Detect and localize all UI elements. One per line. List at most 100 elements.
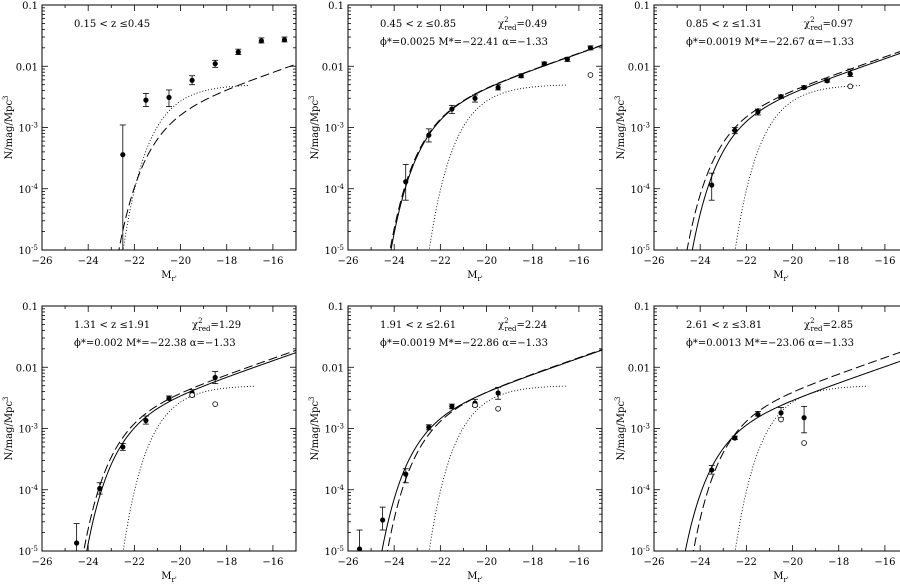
data-point (403, 179, 409, 185)
curves (118, 63, 296, 250)
data-point (778, 410, 784, 416)
y-tick-label: 10-4 (324, 484, 344, 497)
open-data-point (472, 402, 478, 409)
dotted-fit-curve (428, 385, 568, 551)
chi2-label: χ2 red=2.85 (804, 317, 853, 333)
y-tick-label: 0.01 (16, 363, 38, 374)
y-tick-label: 10-5 (630, 545, 650, 558)
y-tick-label: 10-3 (630, 122, 650, 135)
x-axis-label: Mr' (161, 571, 177, 584)
x-tick-label: −18 (216, 557, 237, 568)
x-tick-label: −22 (124, 256, 145, 267)
solid-fit-curve (691, 52, 900, 250)
x-tick-label: −24 (384, 256, 405, 267)
data-point (732, 435, 738, 441)
open-data-point (212, 401, 218, 407)
data-point (166, 395, 172, 402)
data-point (449, 106, 455, 112)
data-point (824, 78, 830, 84)
data-point (120, 152, 126, 158)
open-data-point (801, 440, 807, 446)
x-tick-label: −16 (262, 557, 283, 568)
dashed-fit-curve (389, 44, 602, 250)
y-axis-label: N/mag/Mpc3 (2, 396, 15, 460)
x-tick-label: −18 (216, 256, 237, 267)
y-tick-label: 10-3 (324, 423, 344, 436)
chi2-label: χ2 red=2.24 (498, 317, 547, 333)
redshift-range-label: 1.31 < z ≤1.91 (74, 320, 150, 331)
x-tick-label: −26 (31, 256, 52, 267)
data-point (143, 97, 149, 103)
data-point (258, 38, 264, 44)
x-axis-label: Mr' (773, 571, 789, 584)
x-tick-label: −16 (874, 557, 895, 568)
y-tick-label: 0.1 (328, 302, 344, 313)
data-point (235, 49, 241, 55)
x-tick-label: −26 (337, 256, 358, 267)
solid-fit-curve (684, 360, 900, 551)
curves (686, 51, 900, 250)
y-tick-label: 10-4 (18, 183, 38, 196)
x-tick-label: −26 (337, 557, 358, 568)
solid-fit-curve (86, 352, 296, 551)
dashed-fit-curve (83, 349, 296, 551)
data-point (495, 84, 501, 91)
curves (83, 349, 296, 551)
x-tick-label: −24 (690, 557, 711, 568)
open-data-point (847, 83, 854, 90)
x-tick-label: −16 (874, 256, 895, 267)
data-point (709, 467, 715, 473)
x-tick-label: −22 (430, 256, 451, 267)
schechter-params-label: ϕ*=0.002 M*=−22.38 α=−1.33 (74, 338, 236, 349)
x-tick-label: −16 (568, 557, 589, 568)
x-tick-label: −24 (78, 557, 99, 568)
data-point (449, 403, 455, 409)
data-point (120, 444, 126, 450)
panel-5: −26 −24 −22 −20 −18 −16 0.1 0.01 10-3 10-4 10-5 Mr'… (308, 302, 603, 584)
dashed-fit-curve (692, 351, 900, 551)
chi2-label: χ2 red=0.97 (804, 16, 853, 32)
data-point (755, 109, 761, 115)
schechter-params-label: ϕ*=0.0019 M*=−22.86 α=−1.33 (380, 338, 548, 349)
y-tick-label: 10-4 (630, 183, 650, 196)
x-tick-label: −26 (643, 256, 664, 267)
x-tick-label: −18 (522, 256, 543, 267)
y-axis-label: N/mag/Mpc3 (2, 95, 15, 159)
x-tick-label: −18 (828, 557, 849, 568)
data-point (143, 417, 149, 424)
data-point (356, 546, 363, 552)
dashed-fit-curve (686, 51, 900, 250)
data-point (426, 132, 432, 138)
y-tick-label: 10-5 (18, 545, 38, 558)
y-tick-label: 0.01 (628, 363, 650, 374)
panel-2: −26 −24 −22 −20 −18 −16 0.1 0.01 10-3 10-4 10-5 Mr'… (308, 1, 603, 283)
y-tick-label: 10-3 (324, 122, 344, 135)
y-tick-label: 0.01 (322, 363, 344, 374)
data-point (212, 61, 218, 67)
redshift-range-label: 1.91 < z ≤2.61 (380, 320, 456, 331)
x-axis-label: Mr' (773, 270, 789, 283)
y-tick-label: 0.01 (16, 62, 38, 73)
x-tick-label: −16 (262, 256, 283, 267)
schechter-params-label: ϕ*=0.0013 M*=−23.06 α=−1.33 (686, 338, 854, 349)
redshift-range-label: 0.85 < z ≤1.31 (686, 19, 762, 30)
x-axis-label: Mr' (161, 270, 177, 283)
x-axis-label: Mr' (467, 270, 483, 283)
data-point (709, 182, 715, 188)
open-data-point (587, 72, 594, 78)
data-point (755, 411, 761, 417)
open-data-point (189, 392, 195, 398)
y-tick-label: 10-3 (18, 122, 38, 135)
x-tick-label: −20 (476, 557, 497, 568)
panel-4: −26 −24 −22 −20 −18 −16 0.1 0.01 10-3 10-4 10-5 Mr'… (2, 302, 297, 584)
data-point (778, 93, 784, 100)
data-point (426, 424, 432, 430)
data-point (564, 56, 570, 62)
panel-1: −26 −24 −22 −20 −18 −16 0.1 0.01 10-3 10-4 10-5 Mr'… (2, 1, 297, 283)
y-tick-label: 10-4 (324, 183, 344, 196)
schechter-params-label: ϕ*=0.0025 M*=−22.41 α=−1.33 (380, 37, 548, 48)
x-tick-label: −20 (782, 557, 803, 568)
curves (684, 351, 900, 551)
data-point (801, 84, 807, 91)
